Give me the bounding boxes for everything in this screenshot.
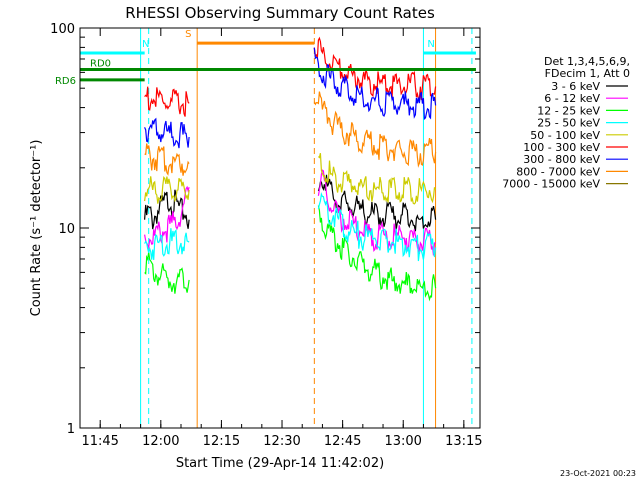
annotation-label: RD0: [90, 59, 111, 70]
series-line-0-0: [144, 189, 190, 230]
y-tick-label: 1: [67, 422, 75, 437]
legend-label: 3 - 6 keV: [551, 80, 600, 93]
legend-label: 6 - 12 keV: [544, 92, 600, 105]
series-line-3-0: [144, 228, 190, 260]
legend-label: 12 - 25 keV: [537, 104, 600, 117]
annotation-label: N: [142, 39, 149, 50]
series-line-7-1: [313, 91, 437, 168]
series-line-5-0: [144, 86, 190, 117]
footer-timestamp: 23-Oct-2021 00:23: [560, 469, 636, 478]
x-tick-label: 13:00: [384, 434, 421, 449]
legend-header: Det 1,3,4,5,6,9,: [544, 55, 630, 68]
series-line-6-0: [144, 117, 190, 149]
series-line-7-0: [144, 143, 190, 176]
chart-title: RHESSI Observing Summary Count Rates: [125, 4, 435, 22]
annotation-label: N: [427, 39, 434, 50]
series-line-2-1: [317, 205, 437, 302]
y-tick-label: 100: [50, 22, 75, 37]
x-axis-label: Start Time (29-Apr-14 11:42:02): [176, 456, 384, 471]
legend-label: 800 - 7000 keV: [516, 165, 600, 178]
legend-label: 7000 - 15000 keV: [502, 178, 600, 191]
y-tick-label: 10: [58, 222, 75, 237]
series-line-5-1: [313, 36, 437, 101]
x-tick-label: 12:00: [142, 434, 179, 449]
legend-label: 300 - 800 keV: [523, 153, 600, 166]
legend-label: 25 - 50 keV: [537, 117, 600, 130]
legend-label: 100 - 300 keV: [523, 141, 600, 154]
x-tick-label: 12:45: [324, 434, 361, 449]
x-tick-label: 12:30: [263, 434, 300, 449]
annotation-label: S: [185, 29, 191, 40]
series-line-2-0: [144, 252, 190, 294]
x-tick-label: 12:15: [203, 434, 240, 449]
legend-label: 50 - 100 keV: [530, 129, 600, 142]
series-line-3-1: [317, 192, 437, 262]
x-tick-label: 13:15: [445, 434, 482, 449]
series-line-1-0: [144, 185, 190, 250]
annotation-label: RD6: [55, 76, 76, 87]
series-line-4-0: [144, 176, 190, 204]
y-axis-label: Count Rate (s⁻¹ detector⁻¹): [29, 140, 44, 317]
x-tick-label: 11:45: [81, 434, 118, 449]
series-line-4-1: [317, 152, 437, 205]
legend-header: FDecim 1, Att 0: [545, 67, 630, 80]
series-line-6-1: [313, 47, 437, 121]
